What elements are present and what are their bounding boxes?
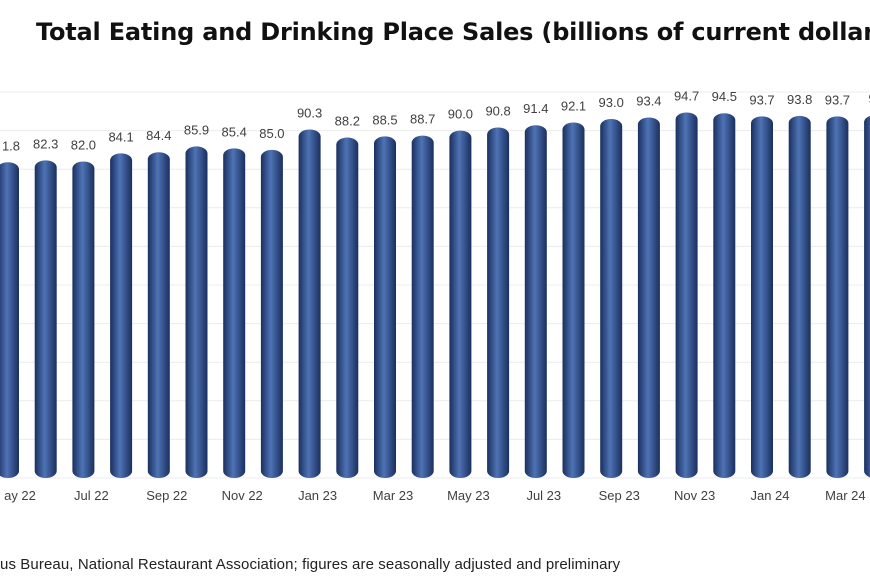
data-label: 91.4	[523, 101, 548, 116]
chart-title: Total Eating and Drinking Place Sales (b…	[36, 18, 870, 46]
data-label: 82.0	[71, 137, 96, 152]
data-label: 93.7	[825, 92, 850, 107]
x-tick-label: ay 22	[4, 488, 36, 503]
bar	[562, 122, 585, 478]
x-tick-label: Mar 24	[825, 488, 865, 503]
bar	[713, 113, 736, 478]
bar	[675, 112, 698, 478]
bar	[72, 161, 95, 479]
source-note: us Bureau, National Restaurant Associati…	[0, 556, 621, 573]
data-label: 93.8	[787, 92, 812, 107]
data-label: 90.3	[297, 105, 322, 120]
data-label: 90.8	[485, 104, 510, 119]
bar	[336, 137, 359, 478]
bar	[110, 153, 133, 478]
x-tick-label: May 23	[447, 488, 490, 503]
x-axis-ticks: ay 22 Jul 22 Sep 22 Nov 22 Jan 23 Mar 23 May 2…	[4, 488, 866, 503]
data-label: 88.7	[410, 112, 435, 127]
x-tick-label: Mar 23	[373, 488, 413, 503]
data-label: 85.9	[184, 122, 209, 137]
bar	[637, 117, 660, 478]
bar	[374, 136, 396, 478]
data-label: 9	[868, 91, 870, 106]
data-label: 93.0	[599, 95, 624, 110]
bars	[0, 112, 870, 479]
bar	[449, 130, 472, 478]
data-label: 85.0	[259, 126, 284, 141]
data-label: 94.7	[674, 88, 699, 103]
data-label: 93.7	[749, 92, 774, 107]
bar	[223, 148, 246, 478]
x-tick-label: Nov 23	[674, 488, 715, 503]
data-label: 84.4	[146, 128, 171, 143]
data-label: 1.8	[2, 138, 20, 153]
x-tick-label: Jan 23	[298, 488, 337, 503]
bar	[600, 119, 623, 479]
bar	[788, 115, 811, 478]
bar	[487, 127, 510, 479]
bar	[751, 116, 773, 479]
bar	[260, 149, 283, 478]
data-label: 93.4	[636, 93, 661, 108]
data-label: 85.4	[222, 124, 247, 139]
data-labels: 1.8 82.3 82.0 84.1 84.4 85.9 85.4 85.0 90.3 88.2 8…	[2, 88, 870, 153]
x-tick-label: Jul 23	[526, 488, 561, 503]
data-label: 90.0	[448, 107, 473, 122]
x-tick-label: Nov 22	[222, 488, 263, 503]
data-label: 92.1	[561, 98, 586, 113]
x-tick-label: Jul 22	[74, 488, 109, 503]
x-tick-label: Sep 22	[146, 488, 187, 503]
data-label: 82.3	[33, 136, 58, 151]
bar	[147, 152, 170, 478]
bar	[411, 135, 434, 479]
x-tick-label: Jan 24	[750, 488, 789, 503]
data-label: 88.2	[335, 114, 360, 129]
data-label: 88.5	[372, 112, 397, 127]
bar	[185, 146, 208, 478]
bar	[34, 160, 57, 478]
bar	[524, 125, 547, 479]
bar	[298, 129, 321, 478]
data-label: 94.5	[712, 89, 737, 104]
bar	[826, 116, 849, 479]
bar	[0, 162, 19, 478]
x-tick-label: Sep 23	[599, 488, 640, 503]
bar	[864, 115, 870, 478]
data-label: 84.1	[108, 129, 133, 144]
